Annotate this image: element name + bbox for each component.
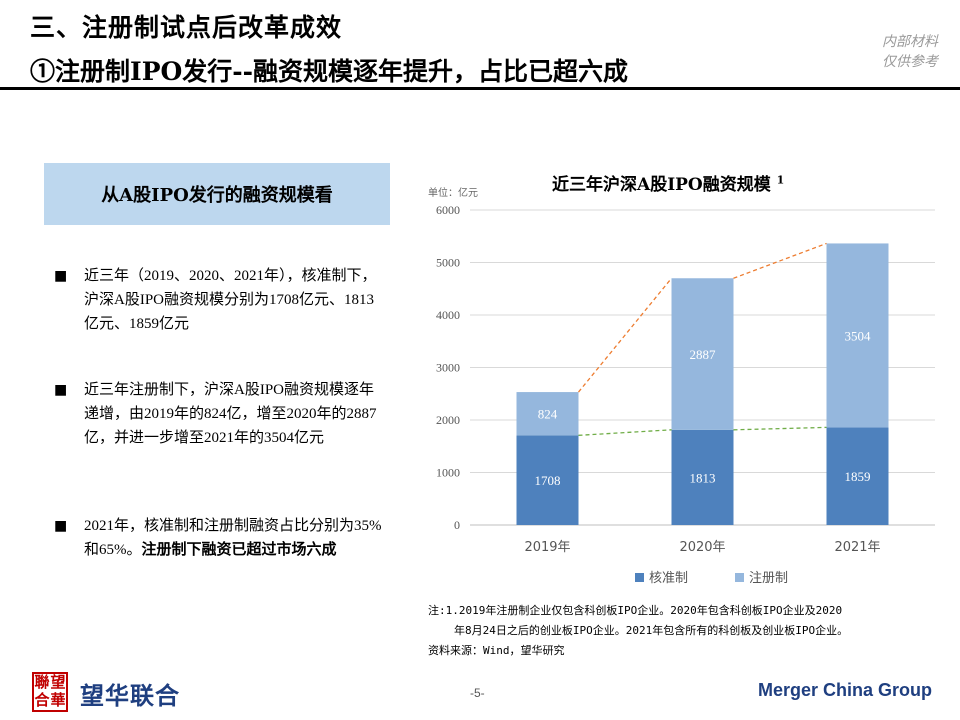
bullet-item-3: ■ 2021年，核准制和注册制融资占比分别为35%和65%。注册制下融资已超过市…: [54, 514, 384, 562]
bullet-text-2: 近三年注册制下，沪深A股IPO融资规模逐年递增，由2019年的824亿，增至20…: [84, 382, 377, 446]
chart-title-text: 近三年沪深A股IPO融资规模: [552, 175, 771, 195]
bullet-text-3-plain: 2021年，核准制和注册制融资占比分别为35%和65%。: [84, 518, 382, 558]
y-tick-label: 4000: [436, 308, 460, 322]
footnote-line-1: 注:1.2019年注册制企业仅包含科创板IPO企业。2020年包含科创板IPO企…: [428, 604, 843, 617]
legend-swatch: [635, 573, 644, 582]
brand-name: Merger China Group: [757, 680, 932, 700]
bullet-item-1: ■ 近三年（2019、2020、2021年），核准制下，沪深A股IPO融资规模分…: [54, 264, 384, 336]
bar-registration: [671, 278, 734, 430]
bullet-square-icon: ■: [54, 518, 68, 534]
page-title: ①注册制IPO发行--融资规模逐年提升，占比已超六成: [30, 57, 629, 86]
bullet-text-3: 2021年，核准制和注册制融资占比分别为35%和65%。注册制下融资已超过市场六…: [84, 514, 384, 562]
bar-approval: [826, 427, 889, 525]
footnotes: 注:1.2019年注册制企业仅包含科创板IPO企业。2020年包含科创板IPO企…: [428, 601, 943, 661]
data-label: 1708: [535, 473, 561, 488]
chart-unit-label: 单位：亿元: [428, 188, 478, 199]
legend-label: 核准制: [649, 571, 688, 586]
header-divider: [0, 87, 960, 90]
source-note: 资料来源：Wind，望华研究: [428, 644, 565, 657]
data-label: 1813: [690, 470, 716, 485]
y-tick-label: 6000: [436, 203, 460, 217]
company-logo-text: 望华联合: [80, 682, 180, 710]
bar-registration: [826, 243, 889, 428]
trend-line-segment: [578, 429, 672, 436]
logo-seal-icon: 聯 望 合 華: [32, 672, 68, 712]
summary-box-title: 从A股IPO发行的融资规模看: [44, 163, 390, 225]
bar-registration: [516, 392, 579, 436]
x-tick-label: 2021年: [834, 540, 880, 555]
trend-line-segment: [577, 277, 673, 393]
seal-char: 華: [50, 691, 66, 709]
chart-title-footnote-mark: 1: [776, 173, 785, 187]
footnote-line-2: 年8月24日之后的创业板IPO企业。2021年包含所有的科创板及创业板IPO企业…: [454, 624, 849, 637]
y-tick-label: 2000: [436, 413, 460, 427]
x-tick-label: 2019年: [524, 540, 570, 555]
legend-swatch: [735, 573, 744, 582]
trend-line-segment: [733, 426, 827, 431]
data-label: 2887: [690, 347, 717, 362]
y-tick-label: 5000: [436, 256, 460, 270]
stamp-line-1: 内部材料: [882, 34, 938, 50]
data-label: 824: [538, 407, 558, 422]
bullet-square-icon: ■: [54, 268, 68, 284]
legend-label: 注册制: [749, 571, 788, 586]
y-tick-label: 3000: [436, 361, 460, 375]
y-tick-label: 1000: [436, 466, 460, 480]
internal-stamp: 内部材料 仅供参考: [882, 32, 938, 72]
bullet-text-3-bold: 注册制下融资已超过市场六成: [141, 542, 337, 558]
section-title: 三、注册制试点后改革成效: [30, 13, 343, 42]
page-number: -5-: [470, 686, 485, 700]
y-tick-label: 0: [454, 518, 460, 532]
bar-approval: [516, 435, 579, 525]
data-label: 3504: [845, 328, 872, 343]
bar-approval: [671, 429, 734, 525]
ipo-financing-chart: 0 1000 2000 3000 4000 5000 6000 1708 824 2019年 181…: [436, 203, 935, 586]
chart-title: 近三年沪深A股IPO融资规模 1: [552, 170, 784, 195]
x-tick-label: 2020年: [679, 540, 725, 555]
seal-char: 望: [50, 673, 66, 691]
bullet-item-2: ■ 近三年注册制下，沪深A股IPO融资规模逐年递增，由2019年的824亿，增至…: [54, 378, 384, 450]
seal-char: 合: [34, 691, 50, 709]
seal-char: 聯: [34, 673, 50, 691]
bullet-text-1: 近三年（2019、2020、2021年），核准制下，沪深A股IPO融资规模分别为…: [84, 268, 377, 332]
bullet-square-icon: ■: [54, 382, 68, 398]
stamp-line-2: 仅供参考: [882, 54, 938, 70]
trend-line-segment: [733, 242, 827, 279]
data-label: 1859: [845, 469, 871, 484]
